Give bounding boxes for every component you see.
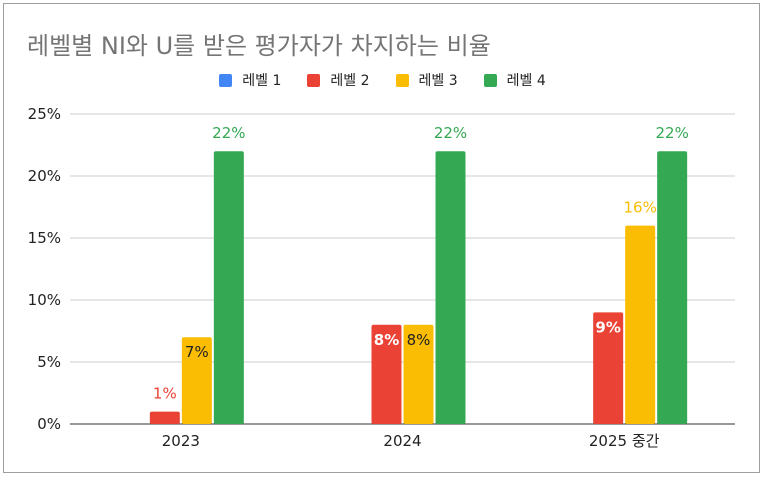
legend-item-level-4: 레벨 4 — [483, 70, 546, 90]
bar-레벨-3-0 — [181, 337, 212, 424]
data-label: 7% — [185, 343, 209, 361]
y-tick-label: 25% — [28, 105, 61, 123]
legend-swatch-level-4 — [483, 73, 497, 87]
bar-레벨-3-2 — [625, 225, 656, 424]
bar-레벨-4-1 — [435, 151, 466, 424]
bar-레벨-2-0 — [149, 411, 180, 424]
legend-item-level-1: 레벨 1 — [219, 70, 281, 90]
data-label: 22% — [212, 124, 245, 142]
chart-legend: 레벨 1 레벨 2 레벨 3 레벨 4 — [0, 70, 765, 90]
data-label: 22% — [434, 124, 467, 142]
data-label: 1% — [153, 385, 177, 403]
y-tick-label: 15% — [28, 229, 61, 247]
data-label: 8% — [374, 331, 399, 349]
legend-item-level-2: 레벨 2 — [307, 70, 370, 90]
x-tick-label: 2024 — [383, 432, 421, 450]
legend-label-level-4: 레벨 4 — [506, 73, 546, 89]
data-label: 16% — [623, 199, 656, 217]
legend-label-level-1: 레벨 1 — [242, 73, 282, 89]
bar-레벨-3-1 — [403, 324, 434, 424]
legend-label-level-2: 레벨 2 — [330, 73, 370, 89]
bar-레벨-2-2 — [593, 312, 624, 424]
bar-레벨-2-1 — [371, 324, 402, 424]
y-tick-label: 10% — [28, 291, 61, 309]
legend-label-level-3: 레벨 3 — [418, 73, 458, 89]
legend-item-level-3: 레벨 3 — [395, 70, 458, 90]
legend-swatch-level-3 — [395, 73, 409, 87]
legend-swatch-level-1 — [219, 73, 233, 87]
legend-swatch-level-2 — [307, 73, 321, 87]
y-tick-label: 0% — [37, 415, 61, 433]
data-label: 9% — [595, 318, 620, 336]
x-tick-label: 2025 중간 — [589, 432, 660, 450]
y-tick-label: 5% — [37, 353, 61, 371]
chart-title: 레벨별 NI와 U를 받은 평가자가 차지하는 비율 — [27, 32, 491, 60]
x-tick-label: 2023 — [162, 432, 200, 450]
data-label: 8% — [407, 331, 431, 349]
y-tick-label: 20% — [28, 167, 61, 185]
data-label: 22% — [655, 124, 688, 142]
bar-레벨-4-2 — [657, 151, 688, 424]
bar-레벨-4-0 — [213, 151, 244, 424]
